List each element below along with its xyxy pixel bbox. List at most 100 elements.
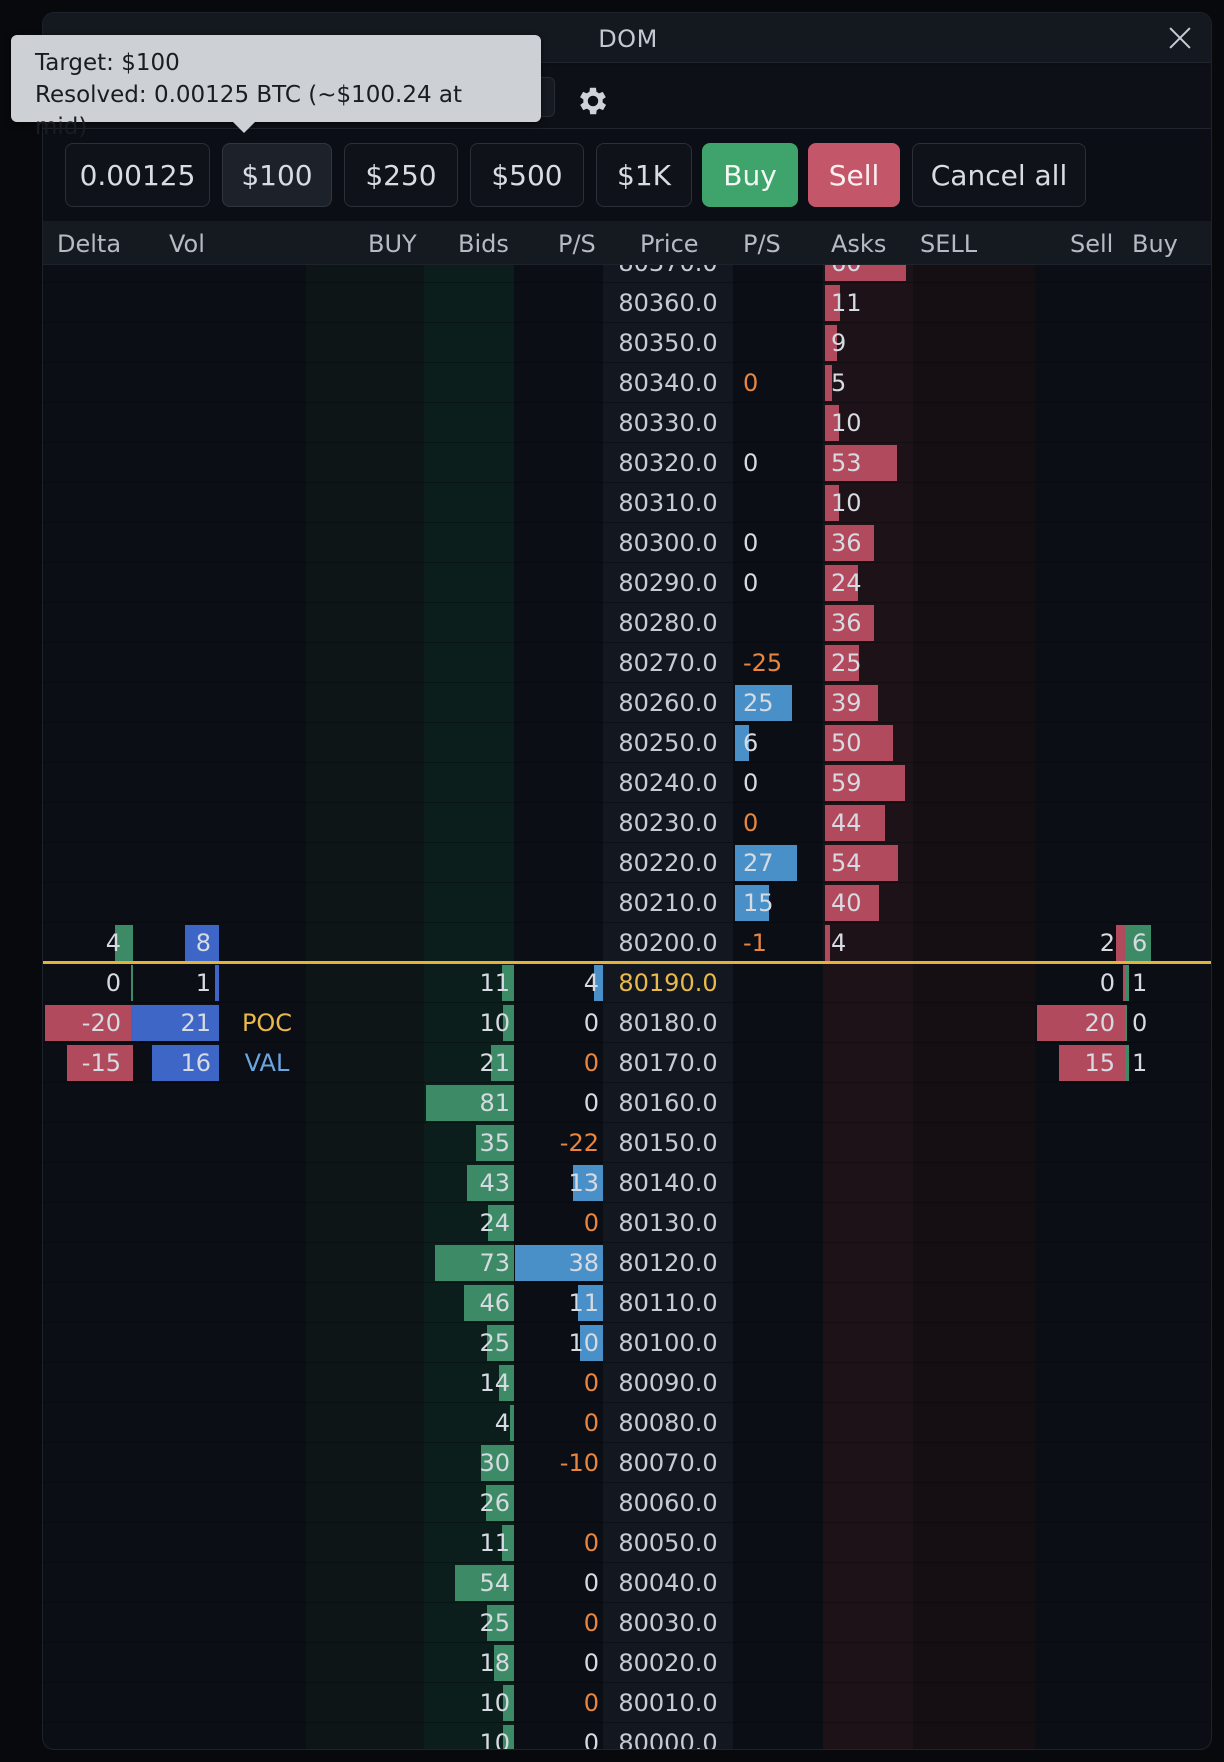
ps-ask-value: 27: [743, 849, 774, 877]
price-cell[interactable]: 80120.0: [618, 1249, 718, 1277]
size-button-250[interactable]: $250: [344, 143, 458, 207]
order-toolbar: 0.00125 $100 $250 $500 $1K Buy Sell Canc…: [43, 131, 1211, 217]
price-cell[interactable]: 80100.0: [618, 1329, 718, 1357]
row-divider: [43, 602, 1211, 603]
buy-volume-bar: [1125, 925, 1151, 961]
poc-label: POC: [241, 1009, 293, 1037]
price-cell[interactable]: 80320.0: [618, 449, 718, 477]
price-cell[interactable]: 80290.0: [618, 569, 718, 597]
volume-bar: [215, 965, 219, 1001]
price-cell[interactable]: 80160.0: [618, 1089, 718, 1117]
price-cell[interactable]: 80070.0: [618, 1449, 718, 1477]
header-ps-ask: P/S: [743, 230, 781, 258]
ps-ask-value: -1: [743, 929, 767, 957]
price-cell[interactable]: 80330.0: [618, 409, 718, 437]
size-button-1k[interactable]: $1K: [596, 143, 692, 207]
row-divider: [43, 322, 1211, 323]
row-divider: [43, 562, 1211, 563]
price-cell[interactable]: 80090.0: [618, 1369, 718, 1397]
price-cell[interactable]: 80360.0: [618, 289, 718, 317]
price-cell[interactable]: 80170.0: [618, 1049, 718, 1077]
ask-bar: [825, 285, 840, 321]
ladder[interactable]: 80370.06080360.01180350.0980340.05080330…: [43, 265, 1211, 1750]
price-cell[interactable]: 80110.0: [618, 1289, 718, 1317]
ask-size: 59: [831, 769, 862, 797]
price-cell[interactable]: 80270.0: [618, 649, 718, 677]
size-button-0[interactable]: 0.00125: [65, 143, 210, 207]
sell-volume-value: 20: [1084, 1009, 1115, 1037]
price-cell[interactable]: 80030.0: [618, 1609, 718, 1637]
row-divider: [43, 362, 1211, 363]
price-cell[interactable]: 80180.0: [618, 1009, 718, 1037]
bid-size: 46: [479, 1289, 510, 1317]
row-divider: [43, 1002, 1211, 1003]
bid-size: 11: [479, 969, 510, 997]
price-cell[interactable]: 80370.0: [603, 265, 733, 283]
price-cell[interactable]: 80300.0: [618, 529, 718, 557]
delta-bar: [45, 1005, 133, 1041]
bid-bar: [510, 1405, 514, 1441]
price-cell[interactable]: 80000.0: [618, 1729, 718, 1750]
ps-ask-bar: [735, 725, 749, 761]
price-column[interactable]: [603, 265, 733, 1749]
price-cell[interactable]: 80140.0: [618, 1169, 718, 1197]
price-cell[interactable]: 80130.0: [618, 1209, 718, 1237]
volume-value: 16: [180, 1049, 211, 1077]
ask-bar: [825, 725, 893, 761]
price-cell[interactable]: 80350.0: [618, 329, 718, 357]
ask-bar: [825, 525, 874, 561]
price-cell[interactable]: 80280.0: [618, 609, 718, 637]
row-divider: [43, 1042, 1211, 1043]
buy-orders-column[interactable]: [306, 265, 424, 1749]
sell-orders-column[interactable]: [913, 265, 1035, 1749]
close-icon[interactable]: [1165, 23, 1195, 53]
bid-size: 4: [494, 1409, 510, 1437]
buy-volume-value: 0: [1132, 1009, 1148, 1037]
buy-button[interactable]: Buy: [702, 143, 798, 207]
price-cell[interactable]: 80190.0: [618, 969, 718, 997]
buy-volume-bar: [1125, 1005, 1127, 1041]
price-cell[interactable]: 80020.0: [618, 1649, 718, 1677]
price-cell[interactable]: 80310.0: [618, 489, 718, 517]
bid-bar: [464, 1285, 514, 1321]
size-button-500[interactable]: $500: [470, 143, 584, 207]
price-cell[interactable]: 80250.0: [618, 729, 718, 757]
sell-button[interactable]: Sell: [808, 143, 900, 207]
ask-bar: [825, 605, 874, 641]
delta-value: -20: [81, 1009, 121, 1037]
row-divider: [43, 1322, 1211, 1323]
bid-size: 25: [479, 1329, 510, 1357]
price-cell[interactable]: 80340.0: [618, 369, 718, 397]
ask-bar: [825, 845, 898, 881]
ps-bid-value: -10: [559, 1449, 599, 1477]
price-cell[interactable]: 80060.0: [618, 1489, 718, 1517]
ask-size: 10: [831, 409, 862, 437]
row-divider: [43, 1122, 1211, 1123]
price-cell[interactable]: 80050.0: [618, 1529, 718, 1557]
cancel-all-button[interactable]: Cancel all: [912, 143, 1086, 207]
price-cell[interactable]: 80230.0: [618, 809, 718, 837]
price-cell[interactable]: 80240.0: [618, 769, 718, 797]
row-divider: [43, 882, 1211, 883]
ask-size: 36: [831, 609, 862, 637]
size-button-100[interactable]: $100: [222, 143, 332, 207]
bid-size: 35: [479, 1129, 510, 1157]
row-divider: [43, 1442, 1211, 1443]
price-cell[interactable]: 80010.0: [618, 1689, 718, 1717]
price-cell[interactable]: 80150.0: [618, 1129, 718, 1157]
row-divider: [43, 1602, 1211, 1603]
price-cell[interactable]: 80260.0: [618, 689, 718, 717]
price-cell[interactable]: 80080.0: [618, 1409, 718, 1437]
gear-icon[interactable]: [575, 83, 611, 119]
ps-ask-value: 0: [743, 809, 759, 837]
delta-bar: [67, 1045, 133, 1081]
ask-bar: [825, 365, 832, 401]
price-cell[interactable]: 80040.0: [618, 1569, 718, 1597]
price-cell[interactable]: 80220.0: [618, 849, 718, 877]
sell-volume-value: 0: [1099, 969, 1115, 997]
bid-size: 54: [479, 1569, 510, 1597]
row-divider: [43, 1242, 1211, 1243]
price-cell[interactable]: 80200.0: [618, 929, 718, 957]
price-cell[interactable]: 80210.0: [618, 889, 718, 917]
ps-bid-value: 0: [583, 1089, 599, 1117]
